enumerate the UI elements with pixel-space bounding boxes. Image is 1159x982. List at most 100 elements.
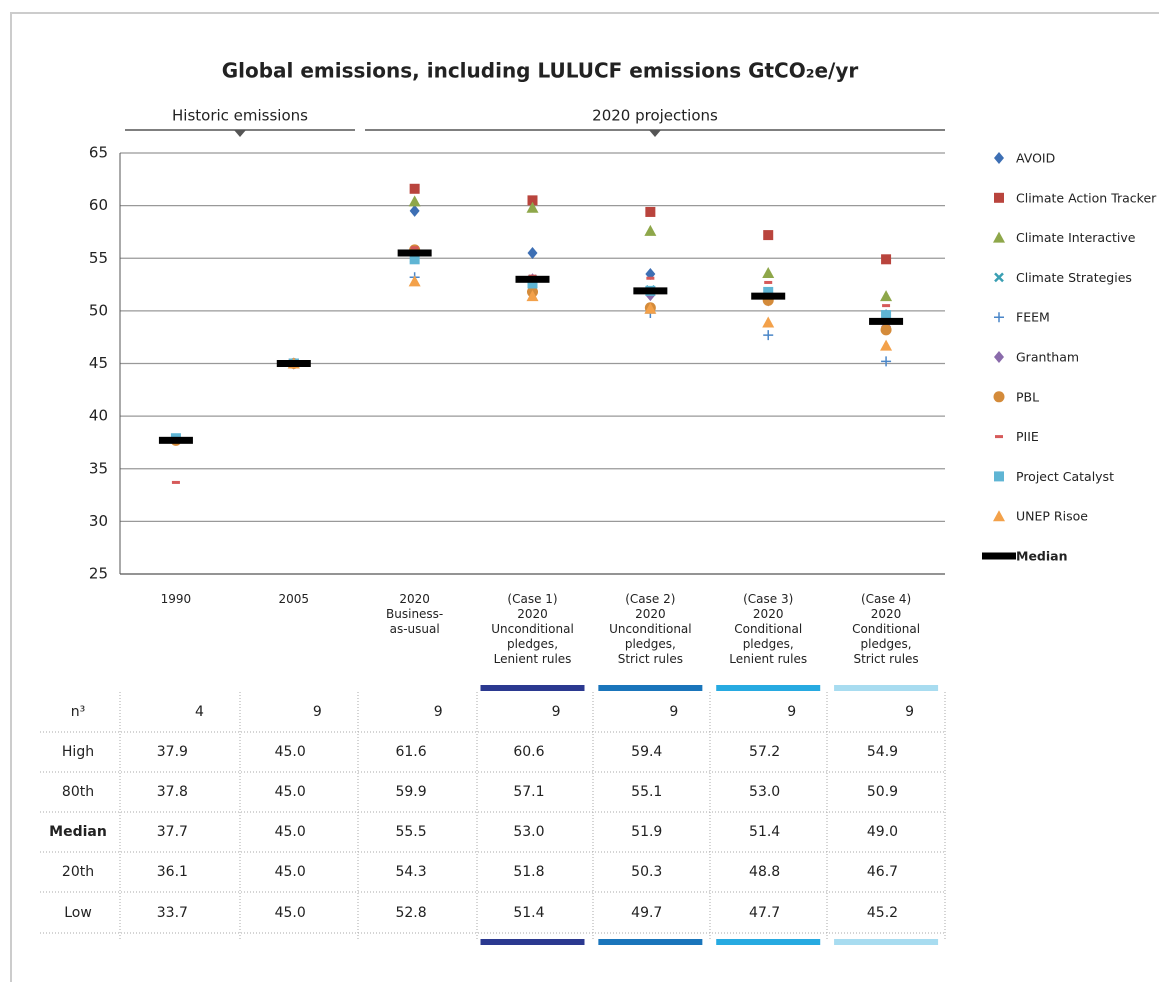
row-label: Low bbox=[64, 905, 92, 921]
point bbox=[644, 224, 657, 236]
row-label: n³ bbox=[71, 704, 86, 720]
cell: 45.0 bbox=[275, 744, 306, 760]
cell: 49.7 bbox=[631, 905, 662, 921]
cell: 51.4 bbox=[749, 824, 780, 840]
legend-label: PIIE bbox=[1016, 429, 1039, 444]
y-tick-label: 25 bbox=[89, 565, 108, 583]
row-label: 20th bbox=[62, 864, 94, 880]
cell: 54.9 bbox=[867, 744, 898, 760]
median-bar bbox=[869, 317, 904, 325]
cell: 37.8 bbox=[157, 784, 188, 800]
cell: 53.0 bbox=[513, 824, 544, 840]
median-bar bbox=[515, 275, 550, 283]
cell: 9 bbox=[434, 704, 443, 720]
table-band bbox=[834, 939, 939, 945]
table-band bbox=[716, 685, 821, 691]
legend-swatch bbox=[994, 152, 1004, 164]
y-tick-label: 40 bbox=[89, 407, 108, 425]
legend-label: Project Catalyst bbox=[1016, 469, 1114, 484]
group-pointer bbox=[234, 130, 246, 137]
legend-swatch bbox=[995, 435, 1003, 439]
cell: 52.8 bbox=[395, 905, 426, 921]
y-tick-label: 45 bbox=[89, 354, 108, 372]
point bbox=[881, 310, 892, 321]
table-band bbox=[598, 685, 703, 691]
x-tick-label: 2005 bbox=[278, 592, 310, 606]
y-tick-label: 60 bbox=[89, 196, 108, 214]
table-band bbox=[598, 939, 703, 945]
group-label: Historic emissions bbox=[172, 107, 308, 125]
cell: 47.7 bbox=[749, 905, 780, 921]
point bbox=[646, 276, 655, 280]
point bbox=[764, 280, 773, 284]
y-tick-label: 65 bbox=[89, 144, 108, 162]
legend-label: Climate Action Tracker bbox=[1016, 190, 1157, 205]
cell: 51.8 bbox=[513, 864, 544, 880]
y-tick-label: 30 bbox=[89, 512, 108, 530]
cell: 9 bbox=[787, 704, 796, 720]
point bbox=[880, 324, 892, 336]
legend-swatch bbox=[982, 552, 1016, 560]
table-band bbox=[716, 939, 821, 945]
cell: 9 bbox=[669, 704, 678, 720]
point bbox=[408, 195, 421, 207]
cell: 9 bbox=[905, 704, 914, 720]
cell: 59.4 bbox=[631, 744, 662, 760]
legend-swatch bbox=[994, 272, 1004, 283]
legend-label: Grantham bbox=[1016, 350, 1079, 365]
point bbox=[409, 204, 420, 217]
legend-label: Climate Interactive bbox=[1016, 230, 1136, 245]
cell: 37.7 bbox=[157, 824, 188, 840]
x-tick-label: (Case 2) 2020 Unconditional pledges, Str… bbox=[609, 592, 692, 666]
point bbox=[409, 183, 420, 194]
cell: 46.7 bbox=[867, 864, 898, 880]
median-bar bbox=[751, 292, 786, 300]
cell: 51.4 bbox=[513, 905, 544, 921]
point bbox=[763, 286, 774, 297]
x-tick-label: 2020 Business- as-usual bbox=[386, 592, 444, 636]
point bbox=[880, 290, 893, 302]
table-band bbox=[834, 685, 939, 691]
row-label: 80th bbox=[62, 784, 94, 800]
group-pointer bbox=[649, 130, 661, 137]
cell: 57.2 bbox=[749, 744, 780, 760]
table-band bbox=[480, 939, 585, 945]
cell: 57.1 bbox=[513, 784, 544, 800]
point bbox=[881, 254, 892, 265]
legend-swatch bbox=[994, 192, 1004, 203]
cell: 60.6 bbox=[513, 744, 544, 760]
y-tick-label: 35 bbox=[89, 459, 108, 477]
cell: 53.0 bbox=[749, 784, 780, 800]
point bbox=[171, 480, 180, 484]
cell: 55.1 bbox=[631, 784, 662, 800]
median-bar bbox=[158, 436, 193, 444]
legend-label: PBL bbox=[1016, 389, 1039, 404]
median-bar bbox=[276, 360, 311, 367]
table-band bbox=[480, 685, 585, 691]
cell: 55.5 bbox=[395, 824, 426, 840]
point bbox=[763, 330, 774, 341]
point bbox=[762, 316, 775, 328]
median-bar bbox=[397, 249, 432, 257]
point bbox=[763, 230, 774, 241]
cell: 49.0 bbox=[867, 824, 898, 840]
point bbox=[762, 266, 775, 278]
legend-label: Median bbox=[1016, 549, 1067, 564]
legend-swatch bbox=[993, 231, 1005, 243]
x-tick-label: (Case 1) 2020 Unconditional pledges, Len… bbox=[491, 592, 574, 666]
cell: 33.7 bbox=[157, 905, 188, 921]
cell: 9 bbox=[552, 704, 561, 720]
point bbox=[526, 290, 539, 302]
cell: 4 bbox=[195, 704, 204, 720]
cell: 45.0 bbox=[275, 905, 306, 921]
cell: 61.6 bbox=[395, 744, 426, 760]
y-tick-label: 50 bbox=[89, 301, 108, 319]
legend-label: Climate Strategies bbox=[1016, 270, 1132, 285]
point bbox=[526, 201, 539, 213]
legend-swatch bbox=[993, 510, 1005, 522]
point bbox=[645, 206, 656, 217]
point bbox=[527, 195, 538, 206]
cell: 48.8 bbox=[749, 864, 780, 880]
chart-title: Global emissions, including LULUCF emiss… bbox=[222, 59, 859, 83]
